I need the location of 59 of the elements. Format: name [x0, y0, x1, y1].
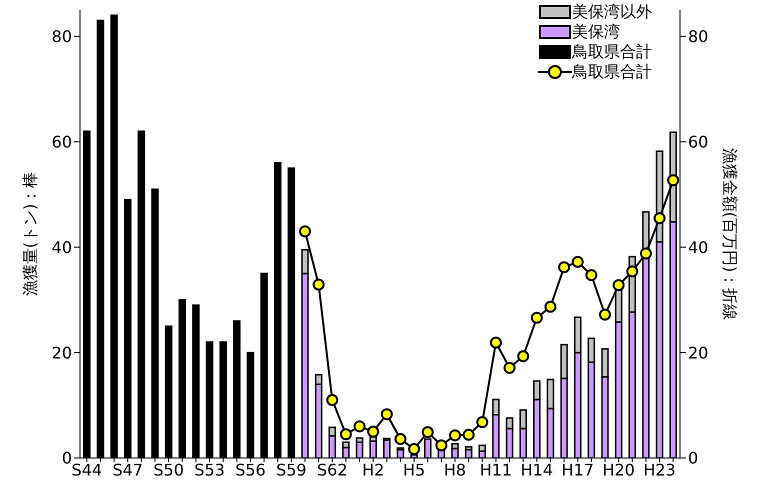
x-tick-label: S44 — [72, 460, 102, 480]
point — [476, 416, 488, 428]
y2-tick-label: 40 — [688, 238, 708, 257]
legend-label: 美保湾以外 — [572, 2, 652, 22]
y2-tick-label: 0 — [688, 448, 698, 468]
legend-label: 美保湾 — [572, 22, 620, 42]
y-tick-label: 0 — [62, 448, 72, 468]
x-tick-label: H8 — [444, 460, 466, 480]
x-tick-label: H20 — [602, 460, 635, 480]
x-tick-label: S59 — [276, 460, 307, 480]
x-tick-label: S47 — [112, 460, 143, 480]
x-tick-label: H2 — [362, 460, 384, 480]
point — [626, 265, 638, 278]
x-tick-label: S56 — [235, 460, 266, 480]
y-tick-label: 60 — [52, 132, 72, 152]
legend-label: 鳥取県合計 — [572, 42, 652, 62]
legend-label: 鳥取県合計 — [572, 62, 652, 82]
x-tick-label: H14 — [520, 460, 554, 480]
x-tick-label: S53 — [194, 460, 225, 480]
point — [354, 420, 366, 432]
point — [612, 279, 625, 292]
point — [380, 408, 393, 420]
point — [572, 256, 584, 268]
x-tick-label: H17 — [562, 460, 594, 480]
point — [517, 350, 530, 362]
y-tick-label: 40 — [52, 238, 72, 257]
x-tick-label: S62 — [317, 460, 348, 480]
point — [654, 212, 666, 224]
point — [504, 362, 516, 374]
y-tick-label: 20 — [52, 343, 72, 362]
y2-tick-label: 20 — [688, 343, 708, 362]
point — [462, 428, 475, 441]
x-tick-label: H5 — [402, 460, 426, 480]
point — [558, 261, 570, 274]
point — [299, 225, 311, 238]
y2-axis-title: 漁獲金額(百万円)：折線 — [720, 148, 740, 320]
point — [599, 308, 611, 321]
point — [544, 300, 556, 313]
point — [312, 278, 325, 291]
point — [422, 426, 434, 438]
point — [326, 394, 338, 406]
point — [449, 429, 461, 442]
point — [640, 248, 652, 260]
point — [530, 312, 543, 324]
y-tick-label: 80 — [52, 27, 72, 46]
point — [367, 426, 380, 438]
x-tick-label: H11 — [480, 460, 512, 480]
x-tick-label: S50 — [153, 460, 184, 480]
y2-tick-label: 80 — [688, 27, 708, 46]
y2-tick-label: 60 — [688, 132, 708, 152]
x-tick-label: H23 — [643, 460, 676, 480]
point — [435, 439, 448, 452]
y-axis-title: 漁獲量(トン)：棒 — [20, 172, 40, 296]
point — [667, 174, 680, 186]
point — [585, 269, 598, 282]
point — [394, 433, 406, 446]
point — [340, 428, 352, 440]
point — [490, 336, 502, 349]
point — [408, 443, 420, 456]
